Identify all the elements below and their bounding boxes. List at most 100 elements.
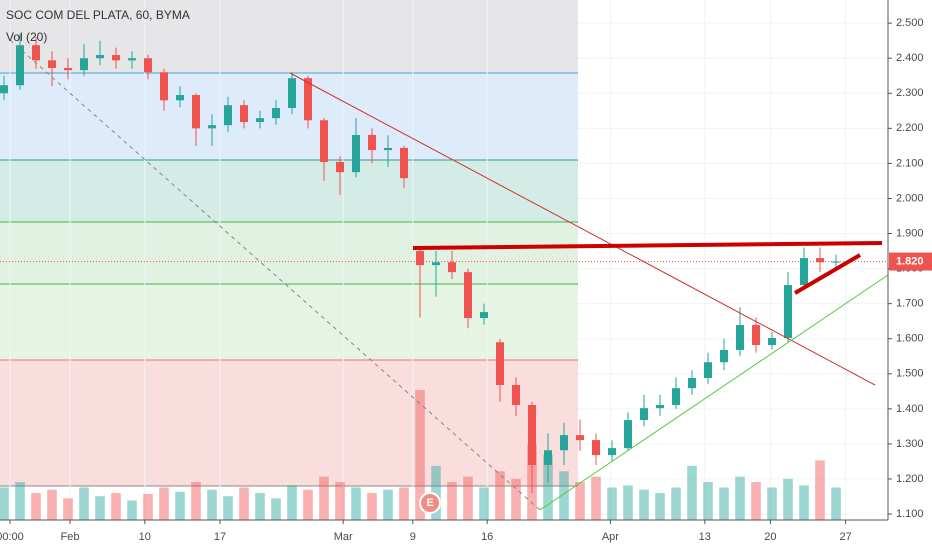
y-tick-label: 2.500 <box>896 17 924 29</box>
candle-body <box>400 147 408 179</box>
volume-bar <box>687 465 697 520</box>
y-tick-label: 1.500 <box>896 368 924 380</box>
candle-body <box>96 55 104 59</box>
y-tick-label: 1.300 <box>896 438 924 450</box>
x-tick-label: Feb <box>61 531 80 543</box>
fib-zone <box>0 160 578 222</box>
time-axis <box>0 520 932 550</box>
candle-body <box>48 60 56 69</box>
y-tick-label: 2.100 <box>896 157 924 169</box>
candle-body <box>384 147 392 151</box>
volume-bar <box>815 460 825 520</box>
candle-body <box>544 450 552 465</box>
candle-body <box>736 325 744 350</box>
volume-bar <box>767 487 777 520</box>
candle-body <box>752 325 760 346</box>
candle-body <box>16 45 24 86</box>
candle-body <box>464 272 472 319</box>
volume-bar <box>559 471 569 520</box>
volume-bar <box>719 487 729 520</box>
candle-body <box>688 377 696 389</box>
fib-zones <box>0 0 578 487</box>
volume-bar <box>127 500 137 520</box>
y-tick-label: 1.900 <box>896 227 924 239</box>
last-price-label: 1.820 <box>896 255 924 267</box>
candle-body <box>832 261 840 263</box>
candle-body <box>704 362 712 378</box>
volume-bar <box>159 487 169 520</box>
volume-bar <box>95 496 105 520</box>
candle-body <box>320 120 328 162</box>
volume-bar <box>463 476 473 520</box>
fib-zone <box>0 284 578 360</box>
candle-body <box>112 55 120 61</box>
candle-body <box>192 95 200 129</box>
x-tick-label: 00:00 <box>0 531 24 543</box>
y-tick-label: 1.700 <box>896 298 924 310</box>
candle-body <box>224 105 232 126</box>
price-axis <box>888 0 932 550</box>
x-tick-label: 20 <box>764 531 776 543</box>
volume-bar <box>799 485 809 520</box>
chart-title: SOC COM DEL PLATA, 60, BYMA <box>6 8 190 22</box>
volume-bar <box>575 482 585 520</box>
volume-bar <box>351 487 361 520</box>
volume-bar <box>207 489 217 520</box>
candle-body <box>416 251 424 266</box>
candle-body <box>352 134 360 173</box>
volume-bar <box>495 471 505 520</box>
volume-bar <box>239 487 249 520</box>
volume-bar <box>79 487 89 520</box>
candle-body <box>144 58 152 73</box>
y-tick-label: 1.600 <box>896 333 924 345</box>
volume-bar <box>591 476 601 520</box>
candle-body <box>176 95 184 101</box>
x-tick-label: Mar <box>334 531 353 543</box>
fib-zone <box>0 360 578 486</box>
candle-body <box>672 388 680 405</box>
volume-bar <box>735 476 745 520</box>
candle-body <box>128 58 136 61</box>
candle-body <box>768 338 776 346</box>
candle-body <box>512 385 520 405</box>
candle-body <box>256 118 264 123</box>
candle-body <box>784 285 792 339</box>
volume-bar <box>287 485 297 520</box>
volume-bar <box>223 496 233 520</box>
volume-bar <box>31 492 41 520</box>
x-tick-label: 16 <box>481 531 493 543</box>
volume-bar <box>63 498 73 520</box>
volume-bar <box>655 492 665 520</box>
volume-bar <box>639 489 649 520</box>
volume-bar <box>143 494 153 520</box>
x-tick-label: 9 <box>410 531 416 543</box>
volume-bar <box>751 482 761 520</box>
volume-bar <box>431 465 441 520</box>
x-tick-label: 17 <box>214 531 226 543</box>
y-tick-label: 1.200 <box>896 473 924 485</box>
volume-bar <box>703 482 713 520</box>
candle-body <box>608 448 616 456</box>
volume-bar <box>303 489 313 520</box>
candle-body <box>80 58 88 71</box>
candle-body <box>160 72 168 101</box>
volume-bar <box>47 489 57 520</box>
volume-bar <box>255 492 265 520</box>
candle-body <box>816 258 824 263</box>
y-tick-label: 2.000 <box>896 192 924 204</box>
volume-bar <box>175 491 185 520</box>
candle-body <box>336 161 344 173</box>
earnings-marker[interactable] <box>419 492 441 514</box>
last-price-box <box>889 252 932 271</box>
candle-body <box>576 435 584 441</box>
candle-body <box>528 404 536 465</box>
volume-bar <box>783 478 793 520</box>
candle-body <box>272 107 280 119</box>
candle-body <box>448 262 456 273</box>
volume-bar <box>111 492 121 520</box>
candle-body <box>0 85 8 94</box>
x-tick-label: Apr <box>602 531 619 543</box>
earnings-label: E <box>426 497 433 509</box>
candle-body <box>240 105 248 123</box>
